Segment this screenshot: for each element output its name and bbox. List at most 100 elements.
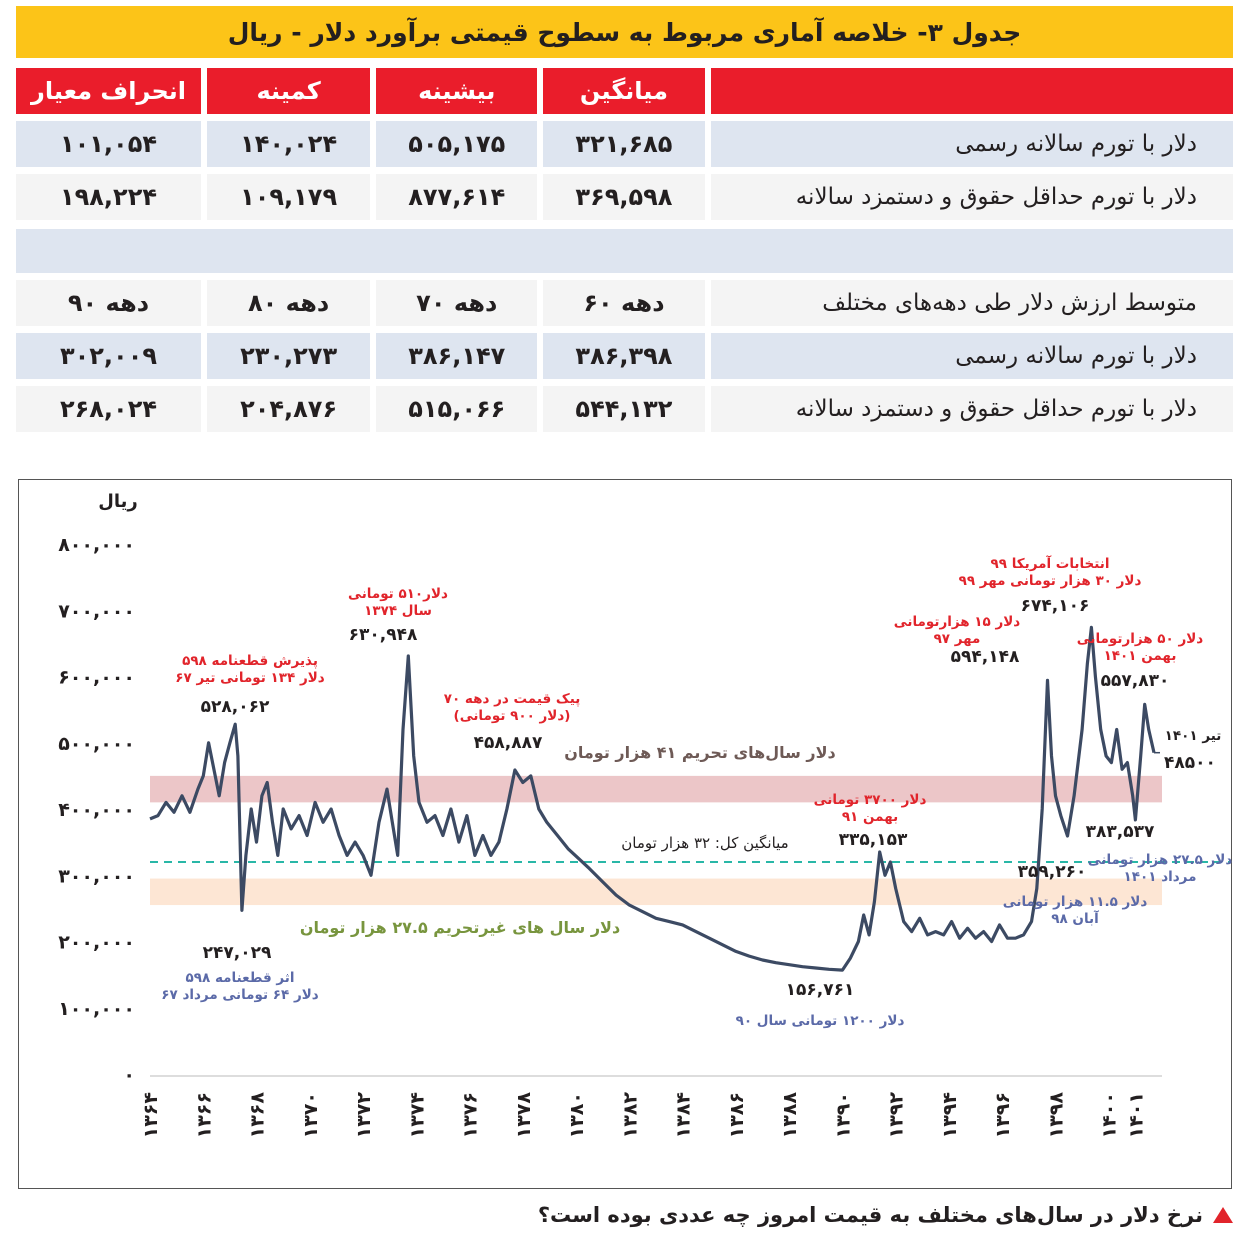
cell-decade-80: ۲۰۴,۸۷۶ <box>207 386 371 432</box>
annotation-note: بهمن ۹۱ <box>842 809 898 825</box>
header-empty-cell <box>710 68 1233 114</box>
decade-70: دهه ۷۰ <box>376 280 538 326</box>
table-title: جدول ۳- خلاصه آماری مربوط به سطوح قیمتی … <box>16 6 1233 58</box>
y-tick-label: ۸۰۰,۰۰۰ <box>58 534 135 556</box>
annotation-note: تیر ۱۴۰۱ <box>1165 728 1222 744</box>
annotation-note: دلار ۱۵ هزارتومانی <box>894 614 1021 630</box>
y-tick-label: ۱۰۰,۰۰۰ <box>58 998 135 1020</box>
y-tick-label: ۷۰۰,۰۰۰ <box>58 600 135 622</box>
cell-min: ۱۰۹,۱۷۹ <box>207 174 371 220</box>
x-tick-label: ۱۳۷۸ <box>513 1092 535 1139</box>
annotation-value: ۱۵۶,۷۶۱ <box>786 980 855 1000</box>
table-row: دلار با تورم حداقل حقوق و دستمزد سالانه … <box>15 386 1233 432</box>
annotation-note: اثر قطعنامه ۵۹۸ <box>186 970 295 986</box>
annotation-value: ۳۳۵,۱۵۳ <box>839 830 908 850</box>
cell-stddev: ۱۹۸,۲۲۴ <box>15 174 202 220</box>
cell-decade-60: ۵۴۴,۱۳۲ <box>543 386 705 432</box>
annotation-value: ۴۵۸,۸۸۷ <box>474 733 543 753</box>
y-tick-label: ۲۰۰,۰۰۰ <box>58 932 135 954</box>
y-tick-label: ۴۰۰,۰۰۰ <box>58 799 135 821</box>
x-tick-label: ۱۳۶۸ <box>247 1092 269 1139</box>
band-0 <box>150 775 1162 803</box>
cell-decade-80: ۲۳۰,۲۷۳ <box>207 333 371 379</box>
header-max: بیشینه <box>376 68 538 114</box>
x-tick-label: ۱۳۷۰ <box>300 1092 322 1138</box>
band-1 <box>150 878 1162 906</box>
annotation-value: ۴۸۵۰۰ <box>1164 753 1216 773</box>
x-tick-label: ۱۳۶۶ <box>193 1092 215 1138</box>
annotation-value: ۲۴۷,۰۲۹ <box>203 943 272 963</box>
cell-decade-70: ۳۸۶,۱۴۷ <box>376 333 538 379</box>
cell-decade-60: ۳۸۶,۳۹۸ <box>543 333 705 379</box>
annotation-note: انتخابات آمریکا ۹۹ <box>991 555 1110 572</box>
decade-header-row: متوسط ارزش دلار طی دهه‌های مختلف دهه ۶۰ … <box>15 280 1233 326</box>
annotation-note: دلار ۲۷.۵ هزار تومانی <box>1088 852 1233 868</box>
x-tick-label: ۱۳۸۲ <box>619 1092 641 1139</box>
decade-60: دهه ۶۰ <box>543 280 705 326</box>
decade-90: دهه ۹۰ <box>15 280 202 326</box>
annotation-value: ۵۵۷,۸۳۰ <box>1101 671 1170 691</box>
x-tick-label: ۱۳۸۶ <box>726 1092 748 1138</box>
cell-decade-70: ۵۱۵,۰۶۶ <box>376 386 538 432</box>
annotation-value: ۳۵۹,۲۶۰ <box>1018 862 1087 882</box>
annotation-note: آبان ۹۸ <box>1051 910 1099 927</box>
x-tick-label: ۱۳۹۶ <box>992 1092 1014 1138</box>
caption-text: نرخ دلار در سال‌های مختلف به قیمت امروز … <box>537 1203 1203 1227</box>
x-tick-label: ۱۳۷۴ <box>406 1092 428 1138</box>
y-tick-label: ۵۰۰,۰۰۰ <box>58 733 135 755</box>
header-mean: میانگین <box>543 68 705 114</box>
x-tick-label: ۱۳۷۶ <box>460 1092 482 1138</box>
row-label: دلار با تورم سالانه رسمی <box>710 333 1233 379</box>
y-tick-label: ۰ <box>123 1064 135 1086</box>
x-tick-label: ۱۳۸۴ <box>673 1092 695 1138</box>
y-tick-label: ۶۰۰,۰۰۰ <box>58 667 135 689</box>
x-tick-label: ۱۴۰۰ <box>1099 1092 1121 1138</box>
cell-max: ۸۷۷,۶۱۴ <box>376 174 538 220</box>
annotation-note: مهر ۹۷ <box>934 631 981 647</box>
mean-line-label: میانگین کل: ۳۲ هزار تومان <box>621 834 788 852</box>
cell-max: ۵۰۵,۱۷۵ <box>376 121 538 167</box>
annotation-note: دلار ۳۷۰۰ تومانی <box>814 792 927 808</box>
cell-decade-90: ۲۶۸,۰۲۴ <box>15 386 202 432</box>
annotation-value: ۶۷۴,۱۰۶ <box>1021 596 1090 616</box>
row-label: متوسط ارزش دلار طی دهه‌های مختلف <box>710 280 1233 326</box>
y-tick-label: ۳۰۰,۰۰۰ <box>58 865 135 887</box>
x-tick-label: ۱۳۹۰ <box>832 1092 854 1138</box>
table-divider <box>16 229 1233 273</box>
decade-80: دهه ۸۰ <box>207 280 371 326</box>
table-row: دلار با تورم سالانه رسمی ۳۲۱,۶۸۵ ۵۰۵,۱۷۵… <box>15 121 1233 167</box>
annotation-value: ۵۲۸,۰۶۲ <box>201 697 270 717</box>
annotation-note: دلار ۶۴ تومانی مرداد ۶۷ <box>161 987 319 1003</box>
chart-frame <box>18 479 1232 1189</box>
annotation-note: دلار ۱۲۰۰ تومانی سال ۹۰ <box>736 1013 905 1029</box>
band-label-0: دلار سال‌های تحریم ۴۱ هزار تومان <box>564 743 836 762</box>
annotation-note: پذیرش قطعنامه ۵۹۸ <box>182 653 318 669</box>
annotation-value: ۳۸۳,۵۳۷ <box>1086 822 1155 842</box>
annotation-note: دلار ۱۱.۵ هزار تومانی <box>1003 894 1148 910</box>
annotation-note: دلار ۵۰ هزارتومانی <box>1077 631 1204 647</box>
x-tick-label: ۱۳۷۲ <box>353 1092 375 1139</box>
annotation-value: ۶۳۰,۹۴۸ <box>349 625 418 645</box>
band-label-1: دلار سال های غیرتحریم ۲۷.۵ هزار تومان <box>300 918 620 937</box>
figure-caption: نرخ دلار در سال‌های مختلف به قیمت امروز … <box>538 1200 1233 1230</box>
y-axis-label: ریال <box>98 491 138 512</box>
x-tick-label: ۱۳۸۸ <box>779 1092 801 1139</box>
row-label: دلار با تورم حداقل حقوق و دستمزد سالانه <box>710 386 1233 432</box>
x-tick-label: ۱۳۶۴ <box>140 1092 162 1138</box>
x-tick-label: ۱۳۹۲ <box>886 1092 908 1139</box>
cell-mean: ۳۶۹,۵۹۸ <box>543 174 705 220</box>
x-tick-label: ۱۴۰۱ <box>1125 1092 1147 1138</box>
table-row: دلار با تورم سالانه رسمی ۳۸۶,۳۹۸ ۳۸۶,۱۴۷… <box>15 333 1233 379</box>
cell-min: ۱۴۰,۰۲۴ <box>207 121 371 167</box>
header-stddev: انحراف معیار <box>15 68 202 114</box>
annotation-note: پیک قیمت در دهه ۷۰ <box>444 691 581 707</box>
cell-decade-90: ۳۰۲,۰۰۹ <box>15 333 202 379</box>
cell-stddev: ۱۰۱,۰۵۴ <box>15 121 202 167</box>
annotation-note: دلار۵۱۰ تومانی <box>348 586 448 602</box>
annotation-note: بهمن ۱۴۰۱ <box>1104 648 1177 664</box>
cell-mean: ۳۲۱,۶۸۵ <box>543 121 705 167</box>
series-line-0 <box>149 625 1156 972</box>
annotation-note: سال ۱۳۷۴ <box>364 603 432 619</box>
annotation-note: دلار ۱۳۴ تومانی تیر ۶۷ <box>175 670 325 686</box>
